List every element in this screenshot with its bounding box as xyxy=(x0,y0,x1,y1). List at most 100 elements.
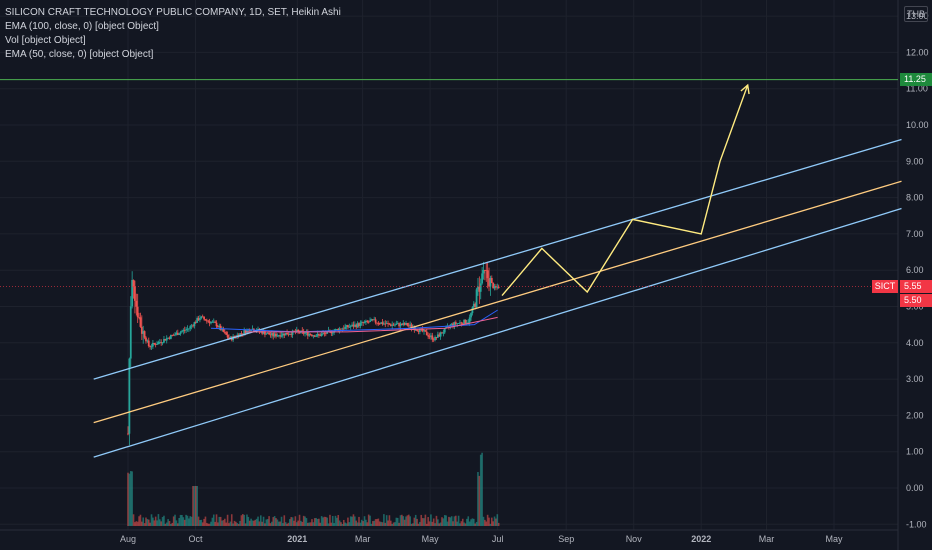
volume-bar xyxy=(243,514,245,526)
candle-body xyxy=(474,303,477,308)
candle-body xyxy=(403,323,406,325)
candle-body xyxy=(313,335,316,337)
volume-bar xyxy=(210,521,212,526)
volume-bar xyxy=(405,516,407,526)
candle-body xyxy=(308,334,311,336)
candle-body xyxy=(147,340,150,347)
volume-bar xyxy=(244,523,247,526)
volume-bar xyxy=(196,486,198,526)
volume-bar xyxy=(360,519,363,526)
volume-bar xyxy=(315,517,317,526)
candle-body xyxy=(140,326,143,334)
candle-body xyxy=(222,328,225,332)
volume-bar xyxy=(331,515,334,526)
volume-bar xyxy=(329,514,331,526)
candle-body xyxy=(335,329,338,330)
volume-bar xyxy=(286,523,288,526)
x-tick-label: Sep xyxy=(558,534,574,544)
candle-body xyxy=(251,328,254,331)
candle-body xyxy=(175,332,178,335)
volume-bar xyxy=(176,523,179,526)
candle-body xyxy=(265,333,268,335)
volume-bar xyxy=(496,514,499,526)
candle-body xyxy=(418,328,421,332)
volume-bar xyxy=(435,515,438,526)
candle-body xyxy=(425,331,428,336)
candle-body xyxy=(349,326,352,328)
volume-bar xyxy=(486,514,489,526)
candle-body xyxy=(423,330,425,332)
volume-bar xyxy=(225,522,228,526)
legend-vol[interactable]: Vol [object Object] xyxy=(5,35,86,46)
volume-bar xyxy=(344,522,346,526)
volume-bar xyxy=(424,514,427,526)
volume-bar xyxy=(309,522,312,526)
legend-title: SILICON CRAFT TECHNOLOGY PUBLIC COMPANY,… xyxy=(5,7,341,18)
volume-bar xyxy=(273,516,276,526)
currency-badge[interactable]: THB xyxy=(904,6,928,22)
candle-body xyxy=(421,328,424,332)
legend-ema50[interactable]: EMA (50, close, 0) [object Object] xyxy=(5,49,154,60)
volume-bar xyxy=(142,517,145,526)
candle-body xyxy=(356,323,359,328)
candle-body xyxy=(436,334,439,338)
candle-body xyxy=(400,323,403,325)
candle-body xyxy=(479,283,482,292)
volume-bar xyxy=(391,523,393,526)
candle-body xyxy=(165,338,168,341)
y-tick-label: 6.00 xyxy=(906,265,924,275)
candle-body xyxy=(208,321,211,324)
volume-bar xyxy=(145,517,147,526)
candle-body xyxy=(169,334,172,339)
candle-body xyxy=(352,324,355,327)
candle-body xyxy=(312,335,315,337)
candle-body xyxy=(163,339,165,343)
volume-bar xyxy=(228,523,230,526)
candle-body xyxy=(196,318,199,323)
candle-body xyxy=(309,334,312,335)
volume-bar xyxy=(402,516,405,526)
candle-body xyxy=(174,334,176,336)
candle-body xyxy=(287,334,290,336)
y-tick-label: 7.00 xyxy=(906,229,924,239)
candle-body xyxy=(132,279,135,287)
volume-bar xyxy=(190,516,193,526)
candle-body xyxy=(154,344,157,345)
candle-body xyxy=(246,329,248,334)
volume-bar xyxy=(362,521,364,526)
candle-body xyxy=(443,328,446,333)
volume-bar xyxy=(134,522,136,526)
volume-bar xyxy=(280,516,283,526)
x-tick-label: Mar xyxy=(355,534,371,544)
volume-bar xyxy=(257,516,259,526)
volume-bar xyxy=(192,486,194,526)
volume-bar xyxy=(154,516,157,526)
volume-bar xyxy=(449,517,452,526)
legend-ema100[interactable]: EMA (100, close, 0) [object Object] xyxy=(5,21,159,32)
volume-bar xyxy=(312,522,315,526)
volume-bar xyxy=(493,516,496,526)
volume-bar xyxy=(215,514,218,526)
volume-bar xyxy=(242,514,244,526)
volume-bar xyxy=(282,523,284,526)
volume-bar xyxy=(204,516,207,526)
volume-bar xyxy=(150,514,153,526)
candle-body xyxy=(268,332,270,335)
candle-body xyxy=(376,322,378,324)
candle-body xyxy=(211,321,214,323)
candle-body xyxy=(290,334,293,335)
volume-bar xyxy=(352,514,355,526)
volume-bar xyxy=(226,514,229,526)
volume-bar xyxy=(197,516,200,526)
volume-bar xyxy=(297,520,299,526)
candle-body xyxy=(182,329,185,332)
candle-body xyxy=(417,330,420,332)
candle-body xyxy=(450,323,453,325)
current-price-tag: 5.55 xyxy=(900,280,932,294)
candle-body xyxy=(319,334,322,337)
candle-body xyxy=(282,333,284,336)
volume-bar xyxy=(232,523,234,526)
volume-bar xyxy=(383,514,385,526)
volume-bar xyxy=(291,517,294,526)
